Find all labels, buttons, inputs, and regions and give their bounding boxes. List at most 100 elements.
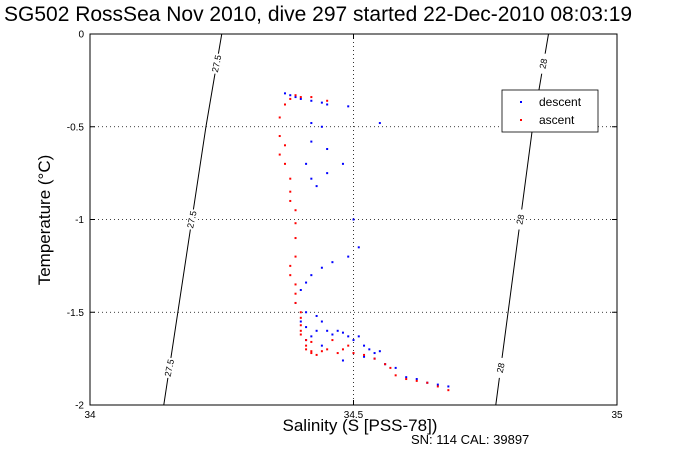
descent-point <box>310 140 313 143</box>
density-contour-label: 27.5 <box>185 210 198 229</box>
ascent-point <box>447 389 450 392</box>
density-contour-label: 28 <box>537 58 549 70</box>
x-axis-label: Salinity (S [PSS-78]) <box>282 416 438 435</box>
ascent-point <box>336 352 339 355</box>
descent-point <box>378 122 381 125</box>
ascent-point <box>347 344 350 347</box>
ascent-point <box>384 363 387 366</box>
ascent-point <box>289 190 292 193</box>
legend-marker-ascent <box>520 119 522 121</box>
descent-point <box>299 288 302 291</box>
descent-point <box>415 378 418 381</box>
ascent-point <box>373 357 376 360</box>
ascent-point <box>289 264 292 267</box>
ascent-point <box>310 350 313 353</box>
descent-point <box>357 246 360 249</box>
ascent-point <box>405 378 408 381</box>
ascent-point <box>363 353 366 356</box>
ascent-point <box>283 162 286 165</box>
serial-calibration-label: SN: 114 CAL: 39897 <box>411 432 530 447</box>
ascent-point <box>289 97 292 100</box>
ascent-point <box>326 99 329 102</box>
descent-point <box>310 99 313 102</box>
descent-point <box>305 162 308 165</box>
descent-point <box>283 92 286 95</box>
ascent-point <box>299 333 302 336</box>
ascent-point <box>331 339 334 342</box>
descent-point <box>326 148 329 151</box>
ascent-point <box>278 135 281 138</box>
density-contour-label-bg <box>495 357 506 378</box>
ascent-point <box>299 329 302 332</box>
density-contour-label: 28 <box>514 214 526 226</box>
ascent-point <box>294 301 297 304</box>
descent-point <box>363 355 366 358</box>
density-contour-label-bg <box>515 209 526 230</box>
ascent-point <box>310 340 313 343</box>
descent-point <box>315 314 318 317</box>
descent-point <box>394 366 397 369</box>
ascent-point <box>283 103 286 106</box>
descent-point <box>315 329 318 332</box>
x-tick-label: 35 <box>611 410 623 421</box>
descent-point <box>347 255 350 258</box>
y-axis-label: Temperature (°C) <box>35 154 54 286</box>
descent-point <box>341 359 344 362</box>
ascent-point <box>305 348 308 351</box>
descent-point <box>305 311 308 314</box>
ascent-point <box>305 339 308 342</box>
descent-point <box>320 320 323 323</box>
descent-point <box>352 339 355 342</box>
descent-point <box>341 331 344 334</box>
ascent-point <box>310 352 313 355</box>
ascent-point <box>294 237 297 240</box>
descent-point <box>310 177 313 180</box>
ascent-point <box>278 153 281 156</box>
ascent-point <box>299 96 302 99</box>
x-tick-label: 34 <box>84 410 96 421</box>
descent-point <box>326 329 329 332</box>
descent-point <box>363 344 366 347</box>
ascent-point <box>310 96 313 99</box>
descent-point <box>310 122 313 125</box>
ascent-point <box>299 324 302 327</box>
descent-point <box>315 185 318 188</box>
descent-point <box>436 383 439 386</box>
ascent-point <box>426 381 429 384</box>
density-contour-label: 27.5 <box>163 358 176 377</box>
ascent-point <box>320 350 323 353</box>
descent-point <box>310 335 313 338</box>
ascent-point <box>315 353 318 356</box>
legend-label-ascent: ascent <box>539 113 575 127</box>
ascent-point <box>294 209 297 212</box>
descent-point <box>305 281 308 284</box>
descent-point <box>320 101 323 104</box>
ascent-point <box>294 94 297 97</box>
legend-marker-descent <box>520 101 522 103</box>
descent-point <box>341 162 344 165</box>
density-contour-label-bg <box>164 357 175 378</box>
descent-point <box>357 335 360 338</box>
density-contour-label-bg <box>211 53 222 74</box>
descent-point <box>347 105 350 108</box>
density-contour-label-bg <box>538 53 549 74</box>
legend-label-descent: descent <box>539 95 582 109</box>
ascent-point <box>389 366 392 369</box>
ascent-point <box>299 316 302 319</box>
descent-point <box>299 97 302 100</box>
ascent-point <box>326 348 329 351</box>
legend-box <box>501 89 599 133</box>
ascent-point <box>352 352 355 355</box>
descent-point <box>320 266 323 269</box>
x-tick-label: 34.5 <box>344 410 364 421</box>
descent-point <box>447 385 450 388</box>
descent-point <box>368 348 371 351</box>
ascent-point <box>394 374 397 377</box>
ascent-point <box>289 199 292 202</box>
descent-point <box>373 352 376 355</box>
ascent-point <box>299 311 302 314</box>
ascent-point <box>289 177 292 180</box>
descent-point <box>347 335 350 338</box>
